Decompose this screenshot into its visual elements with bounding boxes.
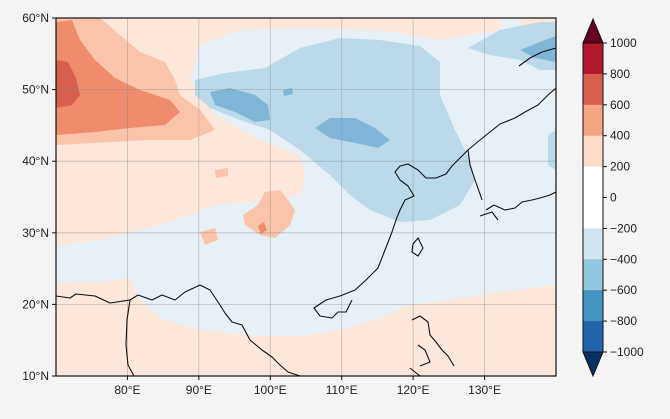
field-mid-blue-central bbox=[315, 118, 390, 148]
field-dark-red-nw bbox=[56, 60, 80, 108]
colorbar-tick-label: 400 bbox=[610, 129, 630, 143]
colorbar-extend-bottom bbox=[582, 351, 604, 378]
colorbar-segment bbox=[583, 43, 603, 75]
colorbar-segment bbox=[583, 290, 603, 322]
field-mid-blue-west bbox=[210, 88, 270, 122]
coastline-india bbox=[56, 284, 301, 376]
field-pale-blue-strip bbox=[60, 255, 130, 282]
colorbar-segment bbox=[583, 197, 603, 229]
colorbar-tick-label: 1000 bbox=[610, 36, 637, 50]
colorbar-tick-label: 200 bbox=[610, 160, 630, 174]
gridlines bbox=[56, 18, 556, 376]
colorbar-tick-label: −1000 bbox=[610, 345, 644, 359]
lat-tick-label: 30°N bbox=[22, 226, 49, 240]
field-mid-red-dot bbox=[258, 222, 267, 234]
field-pale-red-south bbox=[56, 278, 556, 376]
coastline-japan bbox=[479, 191, 556, 221]
colorbar-segment bbox=[583, 135, 603, 168]
lon-tick-label: 110°E bbox=[326, 383, 358, 397]
colorbar-segment bbox=[583, 104, 603, 137]
field-light-red-blob-b bbox=[215, 168, 228, 178]
coastline-china bbox=[313, 87, 556, 319]
lat-tick-label: 60°N bbox=[22, 11, 49, 25]
axis-ticks: 80°E 90°E 100°E 110°E 120°E 130°E 10°N 20°N 30°N… bbox=[22, 11, 501, 397]
lon-tick-label: 120°E bbox=[397, 383, 430, 397]
colorbar-segment bbox=[583, 228, 603, 260]
lon-tick-label: 130°E bbox=[468, 383, 501, 397]
lat-tick-label: 10°N bbox=[22, 369, 49, 383]
coastline-taiwan bbox=[411, 237, 424, 257]
lon-tick-label: 100°E bbox=[254, 383, 287, 397]
colorbar-segment bbox=[583, 73, 603, 106]
lon-tick-label: 80°E bbox=[114, 383, 140, 397]
field-light-red-blob-a bbox=[200, 228, 218, 245]
colorbar: 1000 800 600 400 200 0 −200 −400 −600 −800 −1000 bbox=[582, 17, 644, 378]
lat-tick-label: 50°N bbox=[22, 83, 49, 97]
field-mid-blue-ne bbox=[520, 36, 556, 62]
colorbar-extend-top bbox=[582, 17, 604, 44]
coastline-philippines bbox=[409, 315, 455, 376]
colorbar-tick-label: −600 bbox=[610, 283, 637, 297]
field-light-blue-east bbox=[548, 130, 556, 170]
colorbar-segment bbox=[583, 321, 603, 353]
colorbar-tick-label: −200 bbox=[610, 221, 637, 235]
coastline-korea bbox=[467, 149, 483, 201]
colorbar-segment bbox=[583, 166, 603, 198]
map-frame bbox=[55, 17, 557, 377]
field-mid-red-nw bbox=[56, 20, 180, 135]
lon-tick-label: 90°E bbox=[186, 383, 212, 397]
colorbar-tick-label: 0 bbox=[610, 191, 617, 205]
coastlines bbox=[56, 47, 556, 376]
lat-tick-label: 20°N bbox=[22, 297, 49, 311]
colorbar-tick-label: 600 bbox=[610, 98, 630, 112]
map-panel bbox=[56, 18, 556, 376]
colorbar-tick-label: 800 bbox=[610, 67, 630, 81]
field-light-blue-ne bbox=[468, 22, 556, 70]
field-light-red-central bbox=[243, 190, 295, 238]
colorbar-segment bbox=[583, 259, 603, 291]
colorbar-tick-label: −800 bbox=[610, 314, 637, 328]
lat-tick-label: 40°N bbox=[22, 154, 49, 168]
coastline-russia-coast bbox=[518, 47, 556, 67]
colorbar-tick-label: −400 bbox=[610, 252, 637, 266]
